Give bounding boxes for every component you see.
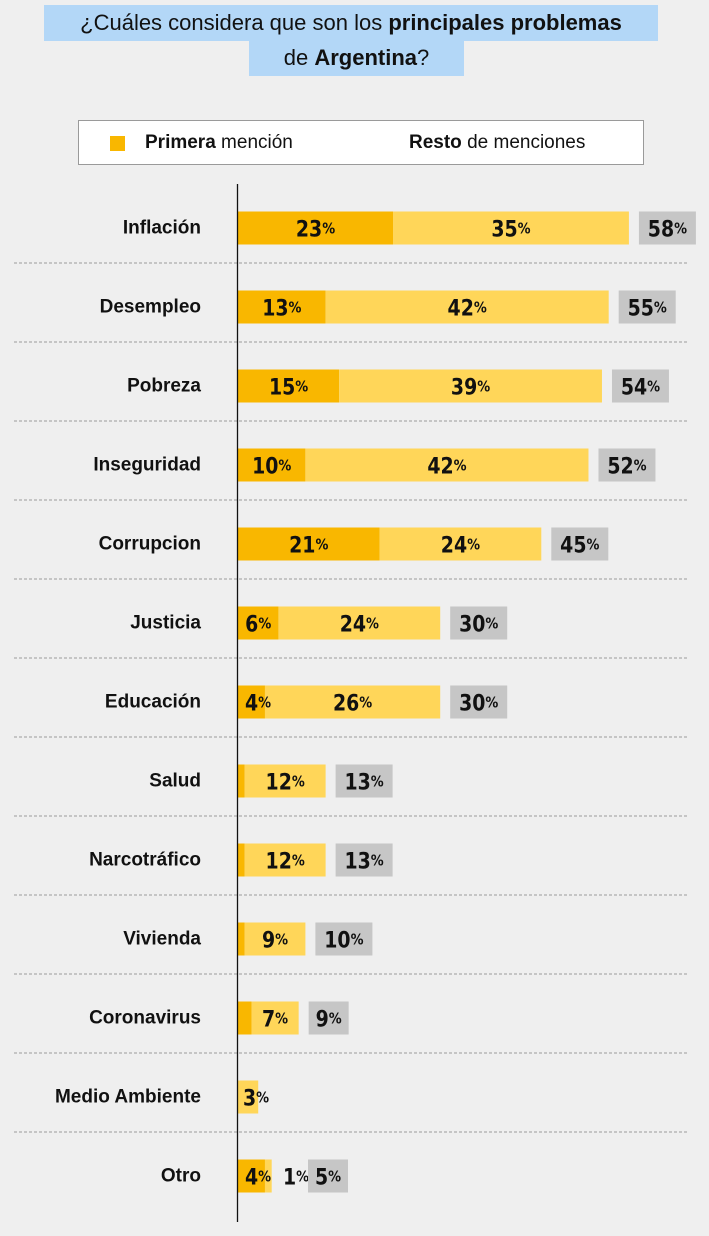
bar-rest	[244, 764, 326, 798]
total-label: 45%	[560, 532, 599, 558]
bar-primary	[238, 606, 279, 640]
category-label: Educación	[105, 692, 201, 713]
bar-primary	[238, 1159, 265, 1193]
total-box	[450, 606, 508, 640]
bar-primary-label: 4%	[245, 1164, 271, 1190]
bar-primary-label: 6%	[245, 611, 271, 637]
bar-rest	[393, 211, 629, 245]
bar-primary	[238, 369, 340, 403]
bar-rest-label: 42%	[427, 453, 466, 479]
legend-item-primary: Primera mención	[145, 132, 293, 154]
total-label: 58%	[648, 216, 687, 242]
category-label: Vivienda	[123, 929, 201, 950]
bar-rest	[339, 369, 602, 403]
bar-primary	[238, 211, 394, 245]
total-label: 13%	[345, 848, 384, 874]
total-label: 52%	[607, 453, 646, 479]
bar-primary-label: 15%	[269, 374, 308, 400]
total-label: 30%	[459, 611, 498, 637]
bar-rest-label: 24%	[340, 611, 379, 637]
bar-rest-label: 42%	[448, 295, 487, 321]
bar-rest-label: 35%	[491, 216, 530, 242]
chart-title-line-2: de Argentina?	[249, 40, 464, 76]
legend-primary-rest: mención	[215, 132, 293, 153]
bar-primary-label: 21%	[289, 532, 328, 558]
total-box	[450, 685, 508, 719]
total-box	[315, 922, 373, 956]
chart-title-line-1: ¿Cuáles considera que son los principale…	[44, 5, 658, 41]
bar-rest	[379, 527, 542, 561]
category-label: Coronavirus	[89, 1008, 201, 1029]
bar-primary-label: 13%	[262, 295, 301, 321]
category-label: Salud	[149, 771, 201, 792]
bar-primary	[238, 843, 245, 877]
total-label: 5%	[315, 1164, 341, 1190]
bar-primary-label: 4%	[245, 690, 271, 716]
category-label: Corrupcion	[99, 534, 201, 555]
total-box	[335, 764, 393, 798]
bar-rest	[244, 922, 306, 956]
legend-primary-bold: Primera	[145, 132, 216, 153]
category-label: Inseguridad	[93, 455, 201, 476]
total-box	[551, 527, 609, 561]
title-prefix-2: de	[283, 45, 315, 70]
legend-rest-rest: de menciones	[461, 132, 586, 153]
bar-primary-label: 23%	[296, 216, 335, 242]
bar-rest	[278, 606, 441, 640]
category-label: Justicia	[130, 613, 201, 634]
bar-primary	[238, 290, 326, 324]
category-label: Pobreza	[127, 376, 201, 397]
total-label: 54%	[621, 374, 660, 400]
bar-primary	[238, 448, 306, 482]
legend-rest-bold: Resto	[409, 132, 462, 153]
bar-rest	[325, 290, 609, 324]
chart-legend: Primera mención Resto de menciones	[78, 120, 644, 165]
bar-rest	[264, 685, 441, 719]
title-emphasis: principales problemas	[388, 10, 622, 35]
bar-rest-label: 1%	[283, 1164, 309, 1190]
total-box	[638, 211, 696, 245]
title-emphasis-2: Argentina	[314, 45, 418, 70]
bar-primary	[238, 527, 380, 561]
bar-rest	[251, 1001, 299, 1035]
legend-item-rest: Resto de menciones	[409, 132, 585, 154]
title-prefix: ¿Cuáles considera que son los	[80, 10, 389, 35]
bar-primary-label: 10%	[252, 453, 291, 479]
bar-rest-label: 7%	[262, 1006, 288, 1032]
bar-rest-label: 12%	[266, 769, 305, 795]
total-label: 10%	[324, 927, 363, 953]
legend-swatch-primary	[110, 136, 125, 151]
bar-rest	[244, 843, 326, 877]
bar-primary	[238, 685, 265, 719]
bar-rest-label: 24%	[441, 532, 480, 558]
bar-rest	[238, 1080, 259, 1114]
total-box	[611, 369, 669, 403]
total-label: 9%	[316, 1006, 342, 1032]
total-box	[335, 843, 393, 877]
bar-rest-label: 26%	[333, 690, 372, 716]
category-label: Medio Ambiente	[55, 1087, 201, 1108]
bar-rest	[264, 1159, 272, 1193]
total-box	[308, 1001, 349, 1035]
bar-primary	[238, 1001, 252, 1035]
total-box	[598, 448, 656, 482]
total-label: 13%	[345, 769, 384, 795]
category-label: Narcotráfico	[89, 850, 201, 871]
bar-rest-label: 39%	[451, 374, 490, 400]
bar-rest	[305, 448, 589, 482]
total-box	[308, 1159, 348, 1193]
total-box	[618, 290, 676, 324]
category-label: Desempleo	[100, 297, 201, 318]
bar-primary	[238, 922, 245, 956]
bar-rest-label: 9%	[262, 927, 288, 953]
bar-primary	[238, 764, 245, 798]
total-label: 30%	[459, 690, 498, 716]
bar-rest-label: 3%	[243, 1085, 269, 1111]
total-label: 55%	[628, 295, 667, 321]
bar-rest-label: 12%	[266, 848, 305, 874]
title-suffix: ?	[417, 45, 430, 70]
category-label: Inflación	[123, 218, 201, 239]
category-label: Otro	[161, 1166, 201, 1187]
